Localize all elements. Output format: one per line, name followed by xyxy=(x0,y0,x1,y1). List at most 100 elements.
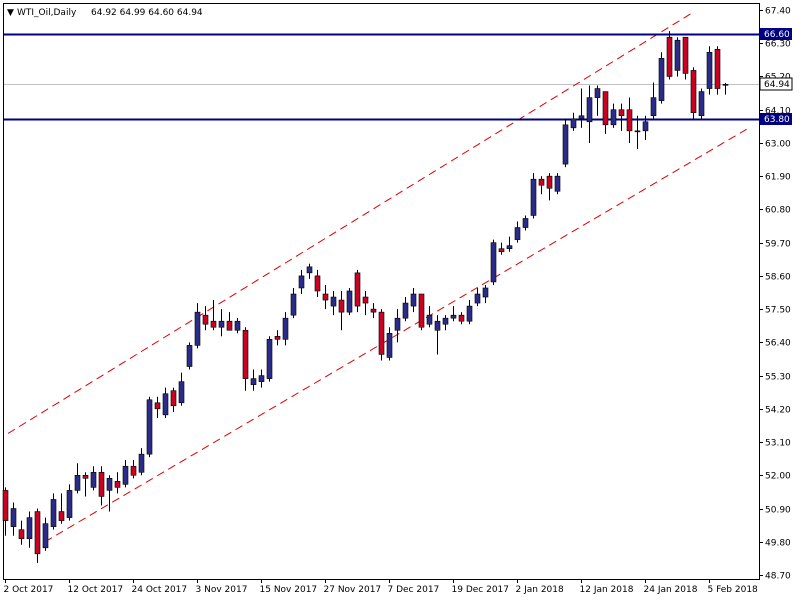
candle[interactable] xyxy=(666,31,673,80)
candle[interactable] xyxy=(394,309,401,343)
candle[interactable] xyxy=(138,448,145,476)
candle[interactable] xyxy=(34,508,41,563)
candle[interactable] xyxy=(434,315,441,355)
candle[interactable] xyxy=(18,520,25,545)
candle[interactable] xyxy=(314,269,321,298)
candle[interactable] xyxy=(74,463,81,494)
candle[interactable] xyxy=(42,517,49,551)
candle[interactable] xyxy=(330,290,337,316)
candle[interactable] xyxy=(554,173,561,195)
candle[interactable] xyxy=(490,239,497,285)
candle[interactable] xyxy=(378,309,385,361)
candle-body-bear xyxy=(202,314,209,325)
candle[interactable] xyxy=(218,309,225,337)
triangle-icon[interactable]: ▼ xyxy=(7,8,14,18)
candle[interactable] xyxy=(482,284,489,304)
candle[interactable] xyxy=(186,342,193,370)
candle[interactable] xyxy=(522,215,529,231)
candle[interactable] xyxy=(362,290,369,316)
candle[interactable] xyxy=(258,369,265,388)
candle[interactable] xyxy=(114,472,121,494)
candle[interactable] xyxy=(402,297,409,322)
candle[interactable] xyxy=(322,284,329,310)
candle[interactable] xyxy=(466,300,473,325)
candle[interactable] xyxy=(266,336,273,382)
candle[interactable] xyxy=(450,306,457,322)
candle[interactable] xyxy=(698,88,705,119)
candle[interactable] xyxy=(210,300,217,331)
candle[interactable] xyxy=(530,173,537,219)
candle[interactable] xyxy=(722,82,729,95)
candle[interactable] xyxy=(546,173,553,201)
y-tick-label: 55.30 xyxy=(765,373,791,383)
candle-body-bear xyxy=(538,178,545,186)
candle-body-bear xyxy=(682,36,689,74)
candle[interactable] xyxy=(586,85,593,143)
candle[interactable] xyxy=(386,327,393,361)
candle[interactable] xyxy=(690,67,697,119)
candle[interactable] xyxy=(122,460,129,488)
candle[interactable] xyxy=(242,327,249,391)
candle[interactable] xyxy=(682,36,689,80)
candle[interactable] xyxy=(234,318,241,334)
candle[interactable] xyxy=(202,306,209,331)
candle[interactable] xyxy=(98,466,105,506)
candle[interactable] xyxy=(146,396,153,458)
candle[interactable] xyxy=(418,293,425,331)
candle[interactable] xyxy=(674,37,681,77)
candle[interactable] xyxy=(130,460,137,479)
candle[interactable] xyxy=(474,287,481,307)
candle[interactable] xyxy=(338,290,345,331)
candle[interactable] xyxy=(370,303,377,319)
candle[interactable] xyxy=(226,312,233,331)
candle[interactable] xyxy=(66,484,73,521)
candle[interactable] xyxy=(626,97,633,143)
candle[interactable] xyxy=(282,312,289,346)
candle[interactable] xyxy=(706,46,713,95)
candle[interactable] xyxy=(26,511,33,548)
candle[interactable] xyxy=(306,263,313,279)
candle[interactable] xyxy=(514,221,521,243)
candle[interactable] xyxy=(610,103,617,128)
candle[interactable] xyxy=(106,475,113,512)
candle[interactable] xyxy=(602,91,609,134)
candle-body-bear xyxy=(98,471,105,497)
candle[interactable] xyxy=(618,103,625,131)
candle[interactable] xyxy=(538,176,545,195)
candle[interactable] xyxy=(162,387,169,418)
candle[interactable] xyxy=(658,52,665,104)
candle[interactable] xyxy=(170,387,177,412)
candle[interactable] xyxy=(298,269,305,295)
candle[interactable] xyxy=(442,315,449,331)
candle[interactable] xyxy=(650,82,657,119)
candle[interactable] xyxy=(714,46,721,95)
candle[interactable] xyxy=(58,493,65,524)
candle[interactable] xyxy=(2,487,9,536)
candle[interactable] xyxy=(642,115,649,140)
candle[interactable] xyxy=(290,287,297,319)
candle[interactable] xyxy=(578,88,585,128)
candle[interactable] xyxy=(250,369,257,391)
candle[interactable] xyxy=(506,236,513,252)
candle[interactable] xyxy=(90,466,97,491)
candle[interactable] xyxy=(346,287,353,316)
candle[interactable] xyxy=(594,85,601,116)
candle[interactable] xyxy=(410,287,417,313)
candle[interactable] xyxy=(50,493,57,530)
candle[interactable] xyxy=(154,396,161,418)
candle[interactable] xyxy=(10,502,17,536)
candle[interactable] xyxy=(458,312,465,325)
candle[interactable] xyxy=(634,115,641,149)
channel-upper-line[interactable] xyxy=(0,11,694,440)
candle[interactable] xyxy=(570,112,577,131)
candle[interactable] xyxy=(354,269,361,313)
candle[interactable] xyxy=(426,306,433,328)
candle[interactable] xyxy=(274,330,281,346)
candle[interactable] xyxy=(562,118,569,168)
candle[interactable] xyxy=(194,303,201,349)
candle[interactable] xyxy=(498,242,505,255)
candle[interactable] xyxy=(178,372,185,406)
candle[interactable] xyxy=(82,472,89,497)
candle-body-bear xyxy=(314,275,321,292)
